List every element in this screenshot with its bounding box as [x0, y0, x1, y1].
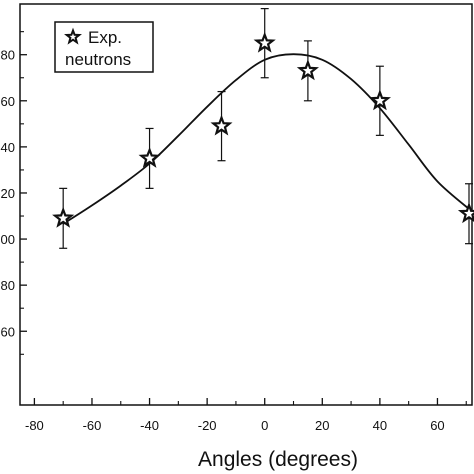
star-marker-icon [52, 206, 75, 228]
x-tick-label: 0 [261, 418, 268, 433]
data-point [52, 187, 75, 249]
x-tick-label: 20 [315, 418, 329, 433]
star-marker-icon [457, 202, 474, 224]
data-points-layer [52, 8, 474, 249]
y-tick-label: 100 [0, 232, 15, 247]
x-axis-title: Angles (degrees) [198, 448, 358, 471]
x-tick-label: -60 [83, 418, 102, 433]
legend-star-shape [64, 27, 82, 45]
star-marker-icon [253, 31, 276, 53]
data-point [253, 8, 276, 79]
star-marker-icon [138, 146, 161, 168]
legend-label-line1: Exp. [88, 28, 122, 47]
y-tick-labels: 60 80 100 120 140 160 180 [0, 48, 15, 340]
y-tick-label: 160 [0, 94, 15, 109]
x-tick-label: -20 [198, 418, 217, 433]
legend-box [54, 21, 154, 73]
fit-curve-layer [62, 53, 473, 225]
y-tick-label: 60 [1, 324, 15, 339]
data-point [210, 90, 233, 162]
legend-label-line2: neutrons [65, 50, 131, 69]
data-point [296, 40, 319, 102]
data-point [138, 127, 161, 189]
fit-curve [62, 53, 473, 225]
y-tick-label: 180 [0, 48, 15, 63]
y-tick-label: 80 [1, 278, 15, 293]
x-tick-label: -40 [140, 418, 159, 433]
data-point [368, 65, 391, 136]
data-point [457, 183, 474, 245]
legend-star-icon [64, 27, 82, 45]
x-tick-label: -80 [25, 418, 44, 433]
star-marker-icon [296, 59, 319, 81]
plot-frame [19, 3, 473, 406]
y-tick-label: 120 [0, 186, 15, 201]
x-tick-labels: -80 -60 -40 -20 0 20 40 60 [25, 418, 445, 433]
y-tick-label: 140 [0, 140, 15, 155]
x-tick-label: 60 [430, 418, 444, 433]
legend: Exp. neutrons [54, 21, 154, 73]
axes-layer [19, 3, 473, 406]
x-tick-label: 40 [373, 418, 387, 433]
star-marker-icon [210, 114, 233, 136]
star-marker-icon [368, 89, 391, 111]
